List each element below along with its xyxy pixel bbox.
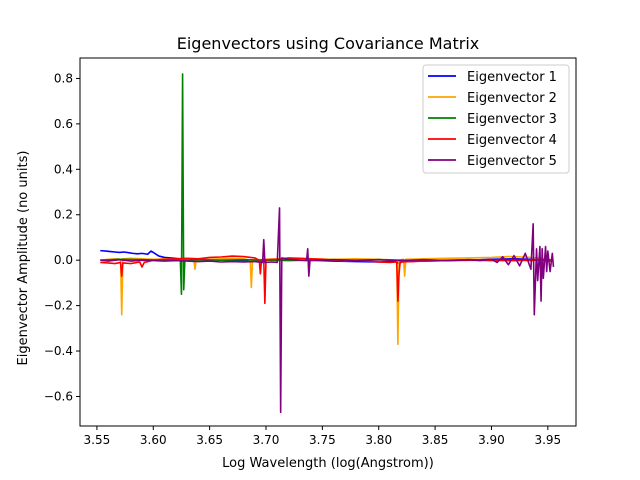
series-line-eigenvector-5 bbox=[100, 207, 555, 414]
plot-frame bbox=[79, 57, 577, 427]
x-tick-label: 3.65 bbox=[196, 433, 223, 447]
x-tick-label: 3.60 bbox=[140, 433, 167, 447]
x-tick-label: 3.85 bbox=[422, 433, 449, 447]
x-axis-title: Log Wavelength (log(Angstrom)) bbox=[222, 456, 434, 471]
chart-title: Eigenvectors using Covariance Matrix bbox=[177, 34, 479, 53]
x-tick-label: 3.90 bbox=[478, 433, 505, 447]
x-tick-label: 3.75 bbox=[309, 433, 336, 447]
y-tick-label: 0.8 bbox=[54, 71, 73, 85]
x-tick-label: 3.80 bbox=[365, 433, 392, 447]
y-tick-label: 0.2 bbox=[54, 208, 73, 222]
legend-label-eigenvector-3: Eigenvector 3 bbox=[467, 112, 557, 127]
legend-label-eigenvector-1: Eigenvector 1 bbox=[467, 70, 557, 85]
axes: 3.55 3.60 3.65 3.70 3.75 3.80 3.85 3.90 3.95 −0.6… bbox=[44, 57, 577, 447]
y-tick-label: 0.6 bbox=[54, 117, 73, 131]
legend: Eigenvector 1 Eigenvector 2 Eigenvector 3 E… bbox=[422, 64, 570, 174]
y-tick-label: −0.4 bbox=[44, 344, 73, 358]
x-tick-label: 3.95 bbox=[534, 433, 561, 447]
legend-label-eigenvector-5: Eigenvector 5 bbox=[467, 154, 557, 169]
legend-box bbox=[422, 64, 570, 174]
series-line-eigenvector-4 bbox=[100, 255, 554, 305]
x-tick-label: 3.70 bbox=[253, 433, 280, 447]
legend-label-eigenvector-4: Eigenvector 4 bbox=[467, 133, 557, 148]
y-tick-label: −0.2 bbox=[44, 299, 73, 313]
x-tick-label: 3.55 bbox=[84, 433, 111, 447]
plot-area bbox=[100, 73, 555, 414]
y-tick-label: −0.6 bbox=[44, 389, 73, 403]
y-tick-label: 0.0 bbox=[54, 253, 73, 267]
y-tick-label: 0.4 bbox=[54, 162, 73, 176]
y-axis-title: Eigenvector Amplitude (no units) bbox=[16, 151, 31, 366]
legend-label-eigenvector-2: Eigenvector 2 bbox=[467, 91, 557, 106]
